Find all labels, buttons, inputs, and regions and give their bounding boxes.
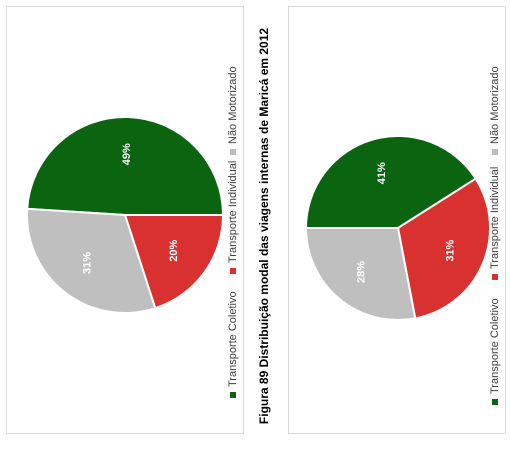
pie-label-1-transporte-coletivo: 41% xyxy=(376,162,388,184)
pie-chart-right: 41% 31% 28% Transporte Coletivo Transporte I… xyxy=(304,66,501,405)
legend-label-1-transporte-coletivo: Transporte Coletivo xyxy=(489,298,501,394)
pie-label-0-transporte-coletivo: 49% xyxy=(121,143,133,165)
legend-label-0-transporte-coletivo: Transporte Coletivo xyxy=(227,291,239,387)
legend-label-0-transporte-individual: Transporte Individual xyxy=(227,161,239,263)
legend-swatch-1-transporte-individual xyxy=(492,274,498,280)
legend-swatch-0-transporte-individual xyxy=(230,268,236,274)
legend-label-0-n-o-motorizado: Não Motorizado xyxy=(227,66,239,144)
pie-chart-left: 49% 20% 31% Transporte Coletivo Transporte I… xyxy=(26,66,239,398)
pie-label-1-transporte-individual: 31% xyxy=(444,239,456,261)
pie-label-0-n-o-motorizado: 31% xyxy=(82,252,94,274)
pie-label-0-transporte-individual: 20% xyxy=(168,239,180,261)
pie-slice-0-transporte-individual xyxy=(123,214,225,310)
pie-slice-0-n-o-motorizado xyxy=(26,207,157,314)
legend-label-1-transporte-individual: Transporte Individual xyxy=(489,167,501,269)
legend-label-1-n-o-motorizado: Não Motorizado xyxy=(489,66,501,144)
legend-swatch-0-transporte-coletivo xyxy=(230,392,236,398)
pie-slice-1-transporte-individual xyxy=(396,177,491,320)
pie-label-1-n-o-motorizado: 28% xyxy=(356,261,368,283)
legend-swatch-0-n-o-motorizado xyxy=(230,149,236,155)
pie-slice-1-n-o-motorizado xyxy=(304,227,417,321)
chart-panel-left: 49% 20% 31% Transporte Coletivo Transporte I… xyxy=(6,6,244,434)
legend-swatch-1-transporte-coletivo xyxy=(492,399,498,405)
pie-slice-0-transporte-coletivo xyxy=(26,115,225,216)
figure-caption: Figura 89 Distribuição modal das viagens… xyxy=(257,27,271,425)
legend-swatch-1-n-o-motorizado xyxy=(492,149,498,155)
chart-panel-right: 41% 31% 28% Transporte Coletivo Transporte I… xyxy=(288,6,506,434)
